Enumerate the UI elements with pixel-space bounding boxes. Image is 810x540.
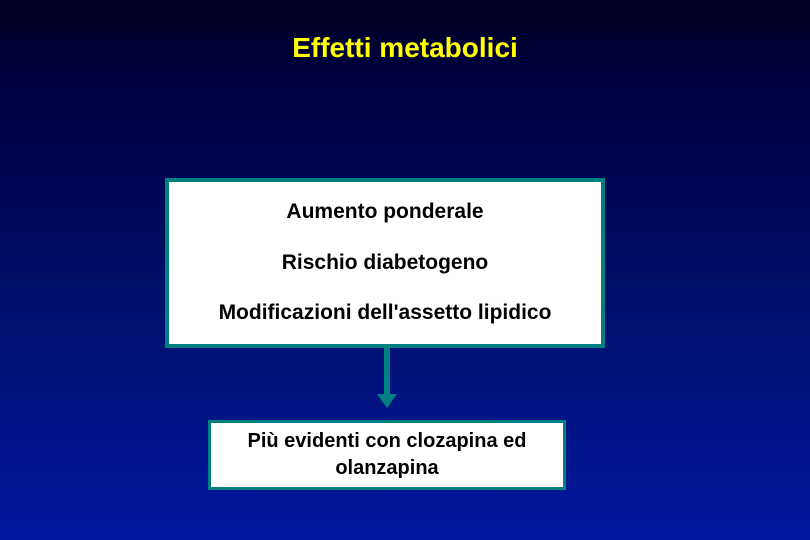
- conclusion-line-2: olanzapina: [335, 455, 438, 482]
- effects-line-1: Aumento ponderale: [286, 198, 483, 226]
- arrow-head-icon: [377, 394, 397, 408]
- conclusion-box: Più evidenti con clozapina ed olanzapina: [208, 420, 566, 490]
- effects-line-3: Modificazioni dell'assetto lipidico: [219, 299, 552, 327]
- effects-box: Aumento ponderale Rischio diabetogeno Mo…: [165, 178, 605, 348]
- effects-line-2: Rischio diabetogeno: [282, 249, 489, 277]
- arrow-stem: [384, 348, 390, 396]
- slide-title: Effetti metabolici: [0, 32, 810, 64]
- conclusion-line-1: Più evidenti con clozapina ed: [248, 428, 527, 455]
